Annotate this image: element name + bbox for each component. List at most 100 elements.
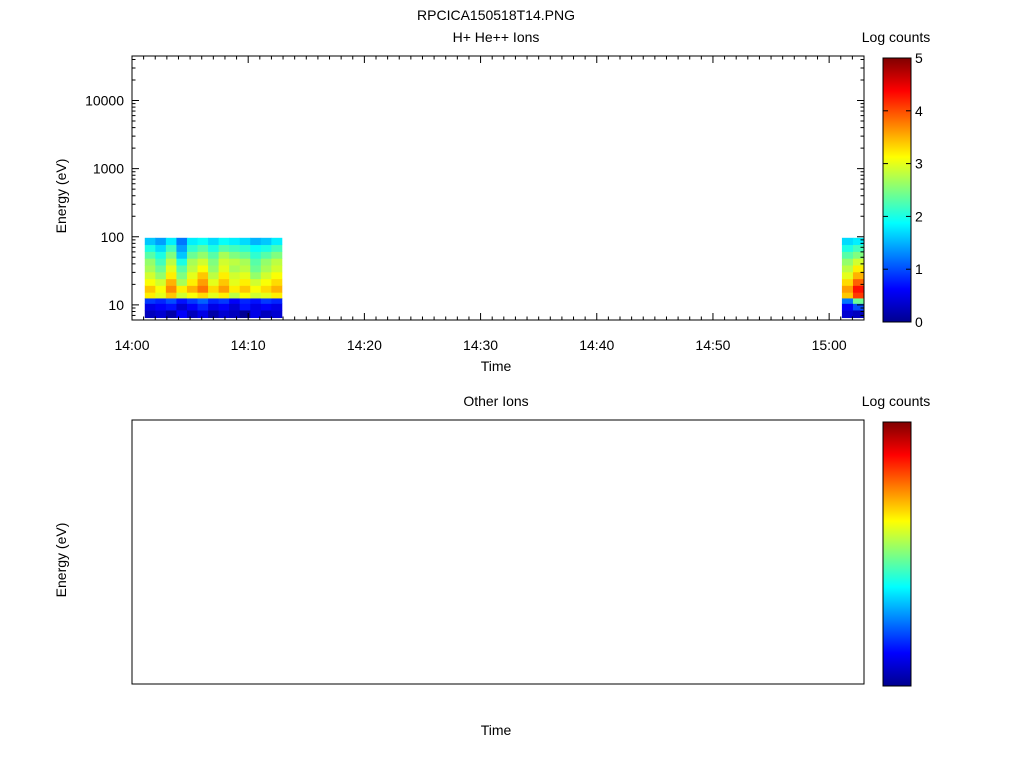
heatmap-cell [271,310,283,319]
heatmap-cell [852,310,865,319]
heatmap-cell [271,303,283,311]
heatmap-cell [197,292,209,299]
heatmap-cell [260,244,272,252]
heatmap-cell [229,251,241,259]
heatmap-cell [165,278,177,286]
heatmap-cell [271,285,283,293]
heatmap-cell [208,278,220,286]
heatmap-cell [852,265,865,273]
plot-frame [131,419,865,685]
heatmap-cell [841,271,854,280]
heatmap-cell [218,251,230,259]
x-tick-label: 15:00 [812,337,847,353]
heatmap-cell [250,298,262,304]
heatmap-cell [250,285,262,293]
heatmap-cell [229,271,241,280]
heatmap-cell [144,292,156,299]
heatmap-cell [229,278,241,286]
heatmap-cell [218,271,230,280]
heatmap-cell [260,237,272,246]
heatmap-cell [271,271,283,280]
x-tick-label: 14:30 [463,337,498,353]
heatmap-cell [852,298,865,304]
heatmap-cell [186,251,198,259]
figure-title: RPCICA150518T14.PNG [417,7,575,23]
heatmap-cell [841,298,854,304]
y-tick-label: 10000 [85,93,124,109]
y-tick-label: 1000 [93,161,124,177]
heatmap-cell [229,310,241,319]
heatmap-cell [271,258,283,266]
heatmap-cell [239,278,251,286]
heatmap-cell [176,278,188,286]
y-axis-label: Energy (eV) [53,159,69,234]
heatmap-cell [144,258,156,266]
x-tick-label: 14:50 [695,337,730,353]
heatmap-cell [186,303,198,311]
heatmap-cell [260,298,272,304]
heatmap-cell [176,292,188,299]
heatmap-cell [208,271,220,280]
x-axis-label: Time [481,358,512,374]
heatmap-cell [239,292,251,299]
heatmap-cell [852,278,865,286]
x-tick-label: 14:40 [579,337,614,353]
heatmap-cell [271,265,283,273]
heatmap-cell [239,303,251,311]
heatmap-cell [176,265,188,273]
heatmap-cell [218,258,230,266]
heatmap-cell [165,285,177,293]
heatmap-cell [186,278,198,286]
heatmap-cell [197,278,209,286]
heatmap-cell [155,303,167,311]
heatmap-cell [250,251,262,259]
heatmap-cell [852,251,865,259]
heatmap-cell [250,278,262,286]
colorbar-label: Log counts [862,393,931,409]
x-axis: 14:00 14:10 14:20 14:30 14:40 14:50 15:00 [114,56,865,353]
heatmap-cell [260,292,272,299]
colorbar-tick-label: 3 [915,156,923,172]
heatmap-cell [218,285,230,293]
heatmap-cell [165,303,177,311]
heatmap-cell [155,278,167,286]
heatmap-cell [271,292,283,299]
heatmap-cell [271,237,283,246]
heatmap-cell [271,244,283,252]
heatmap-cell [165,244,177,252]
heatmap-cell [271,298,283,304]
heatmap-cell [144,244,156,252]
heatmap-cell [229,265,241,273]
heatmap-cell [218,303,230,311]
heatmap-cell [250,265,262,273]
heatmap-cell [155,251,167,259]
heatmap-cell [197,285,209,293]
heatmap-cell [197,244,209,252]
y-tick-label: 100 [101,229,125,245]
heatmap-cell [155,258,167,266]
panel-title: H+ He++ Ions [453,29,540,45]
heatmap-cell [165,292,177,299]
heatmap-cell [250,310,262,319]
colorbar-label: Log counts [862,29,931,45]
heatmap-cell [197,298,209,304]
panel-title: Other Ions [463,393,528,409]
heatmap-cell [218,298,230,304]
heatmap-cell [841,278,854,286]
heatmap-cells [144,237,865,319]
heatmap-cell [165,265,177,273]
colorbar-tick-label: 1 [915,261,923,277]
heatmap-cell [841,265,854,273]
colorbar-tick-label: 5 [915,50,923,66]
heatmap-cell [176,285,188,293]
heatmap-cell [218,244,230,252]
heatmap-cell [239,298,251,304]
heatmap-cell [208,292,220,299]
heatmap-cell [239,265,251,273]
heatmap-cell [260,265,272,273]
heatmap-cell [197,310,209,319]
heatmap-cell [852,237,865,246]
heatmap-cell [144,285,156,293]
heatmap-cell [260,285,272,293]
